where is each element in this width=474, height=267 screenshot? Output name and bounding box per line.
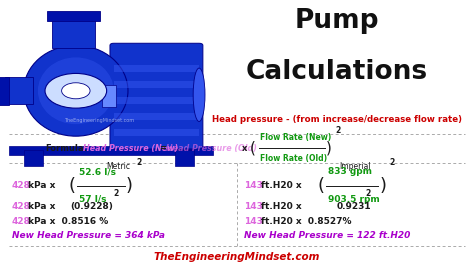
Text: 2: 2: [335, 126, 340, 135]
Bar: [114, 65, 199, 72]
Bar: [47, 11, 100, 21]
Text: 143: 143: [244, 217, 263, 226]
Text: 52.6 l/s: 52.6 l/s: [79, 167, 116, 176]
Text: (0.9228): (0.9228): [70, 202, 113, 211]
Text: ft.H20 x: ft.H20 x: [261, 202, 301, 211]
Text: (: (: [318, 176, 325, 195]
Ellipse shape: [24, 45, 128, 136]
Bar: [52, 16, 95, 48]
Text: 2: 2: [114, 189, 119, 198]
Circle shape: [62, 83, 90, 99]
Bar: [5, 77, 33, 104]
Text: 57 l/s: 57 l/s: [79, 195, 107, 204]
Bar: [9, 146, 213, 155]
Text: Flow Rate (Old): Flow Rate (Old): [260, 154, 327, 163]
Text: 2: 2: [136, 158, 141, 167]
Bar: [102, 85, 116, 107]
Text: New Head Pressure = 364 kPa: New Head Pressure = 364 kPa: [12, 231, 165, 240]
Text: kPa x: kPa x: [28, 202, 56, 211]
Text: 428: 428: [12, 217, 31, 226]
Text: Head Pressure (Old): Head Pressure (Old): [166, 144, 257, 153]
Bar: [114, 113, 199, 120]
Text: ft.H20 x: ft.H20 x: [261, 181, 301, 190]
Bar: [0, 77, 9, 105]
Text: (: (: [250, 141, 255, 156]
Text: Formula:: Formula:: [45, 144, 87, 153]
Text: ft.H20 x  0.8527%: ft.H20 x 0.8527%: [261, 217, 351, 226]
Text: 903.5 rpm: 903.5 rpm: [328, 195, 380, 204]
Text: 428: 428: [12, 202, 31, 211]
Text: Imperial: Imperial: [340, 162, 371, 171]
Text: 428: 428: [12, 181, 31, 190]
Ellipse shape: [38, 57, 114, 124]
Text: TheEngineeringMindset.com: TheEngineeringMindset.com: [154, 252, 320, 262]
Bar: [175, 150, 194, 166]
Text: Pump: Pump: [294, 8, 379, 34]
Bar: [114, 129, 199, 136]
Text: Calculations: Calculations: [246, 59, 428, 85]
Text: Flow Rate (New): Flow Rate (New): [260, 133, 331, 142]
Bar: [114, 97, 199, 104]
Text: ): ): [326, 141, 332, 156]
Text: kPa x  0.8516 %: kPa x 0.8516 %: [28, 217, 109, 226]
Text: Head pressure - (from increase/decrease flow rate): Head pressure - (from increase/decrease …: [211, 115, 462, 124]
Text: x: x: [242, 144, 247, 153]
Text: Metric: Metric: [107, 162, 130, 171]
Text: (: (: [69, 176, 76, 195]
Text: 143: 143: [244, 202, 263, 211]
Text: =: =: [159, 144, 166, 153]
Text: ): ): [379, 176, 386, 195]
Bar: [114, 81, 199, 88]
FancyBboxPatch shape: [110, 43, 203, 149]
Text: 833 gpm: 833 gpm: [328, 167, 372, 176]
Text: 2: 2: [365, 189, 370, 198]
Text: Head Pressure (New): Head Pressure (New): [83, 144, 178, 153]
Text: ): ): [126, 176, 133, 195]
Text: New Head Pressure = 122 ft.H20: New Head Pressure = 122 ft.H20: [244, 231, 410, 240]
Text: 143: 143: [244, 181, 263, 190]
Text: 0.9231: 0.9231: [337, 202, 371, 211]
Text: TheEngineeringMindset.com: TheEngineeringMindset.com: [64, 118, 135, 123]
Bar: [24, 150, 43, 166]
Ellipse shape: [193, 68, 205, 121]
Circle shape: [45, 73, 107, 108]
Text: kPa x: kPa x: [28, 181, 56, 190]
Text: 2: 2: [390, 158, 395, 167]
